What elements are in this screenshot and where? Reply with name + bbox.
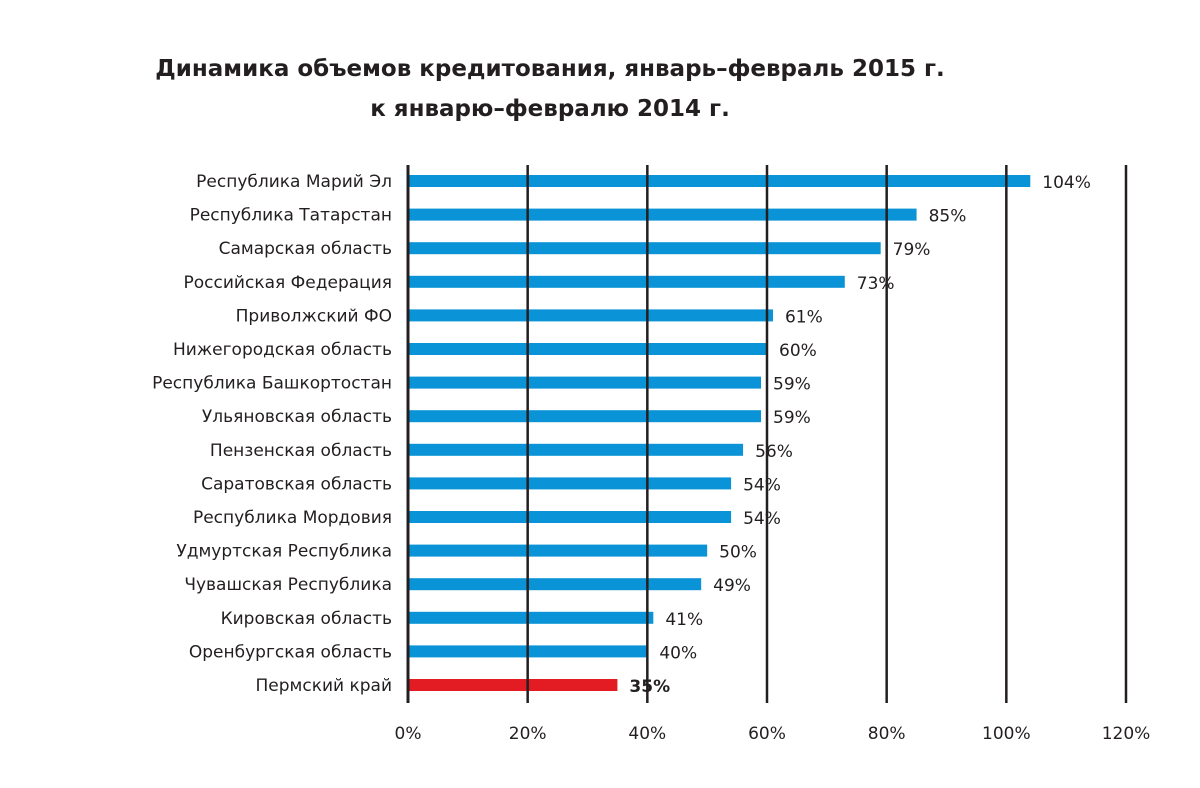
category-label: Республика Марий Эл [196, 172, 392, 192]
bar [408, 443, 744, 456]
chart-subtitle: к январю–февралю 2014 г. [370, 96, 730, 122]
data-label: 59% [773, 408, 811, 428]
bar [408, 511, 732, 523]
bar [408, 679, 618, 691]
category-label: Нижегородская область [173, 340, 392, 360]
category-label: Российская Федерация [184, 273, 392, 293]
category-label: Удмуртская Республика [176, 542, 392, 562]
data-label: 79% [893, 240, 931, 260]
x-tick-label: 60% [748, 724, 786, 744]
bar [408, 175, 1031, 187]
x-tick-label: 20% [509, 724, 547, 744]
bar [408, 242, 881, 255]
category-label: Пензенская область [210, 441, 392, 461]
x-tick-label: 100% [982, 724, 1031, 744]
category-label: Республика Татарстан [190, 206, 392, 226]
bar [408, 309, 773, 322]
category-label: Республика Мордовия [193, 508, 392, 528]
bar [408, 578, 702, 591]
data-label: 104% [1042, 173, 1091, 193]
data-label: 49% [713, 576, 751, 596]
data-label: 61% [785, 307, 823, 327]
bar [408, 343, 767, 355]
x-tick-label: 40% [628, 724, 666, 744]
data-label: 59% [773, 375, 811, 395]
category-label: Саратовская область [201, 474, 392, 494]
category-label: Пермский край [256, 676, 393, 696]
data-label: 40% [659, 643, 697, 663]
x-tick-label: 0% [395, 724, 422, 744]
x-tick-label: 120% [1102, 724, 1151, 744]
bar [408, 376, 762, 389]
bar [408, 208, 917, 221]
data-label: 56% [755, 442, 793, 462]
chart-title: Динамика объемов кредитования, январь–фе… [155, 56, 945, 82]
data-label: 60% [779, 341, 817, 361]
data-label: 73% [857, 274, 895, 294]
category-label: Чувашская Республика [184, 575, 392, 595]
data-label: 50% [719, 543, 757, 563]
bar [408, 275, 845, 288]
data-label: 85% [929, 207, 967, 227]
category-label: Ульяновская область [202, 407, 392, 427]
category-label: Самарская область [219, 239, 392, 259]
data-label: 35% [629, 677, 670, 697]
category-label: Кировская область [221, 609, 392, 629]
bar [408, 544, 708, 557]
category-label: Оренбургская область [189, 642, 392, 662]
bar [408, 410, 762, 423]
data-label: 41% [665, 610, 703, 630]
category-label: Приволжский ФО [236, 306, 392, 326]
category-label: Республика Башкортостан [152, 374, 392, 394]
bar [408, 611, 654, 624]
x-tick-label: 80% [868, 724, 906, 744]
bar [408, 477, 732, 490]
data-label: 54% [743, 475, 781, 495]
data-label: 54% [743, 509, 781, 529]
